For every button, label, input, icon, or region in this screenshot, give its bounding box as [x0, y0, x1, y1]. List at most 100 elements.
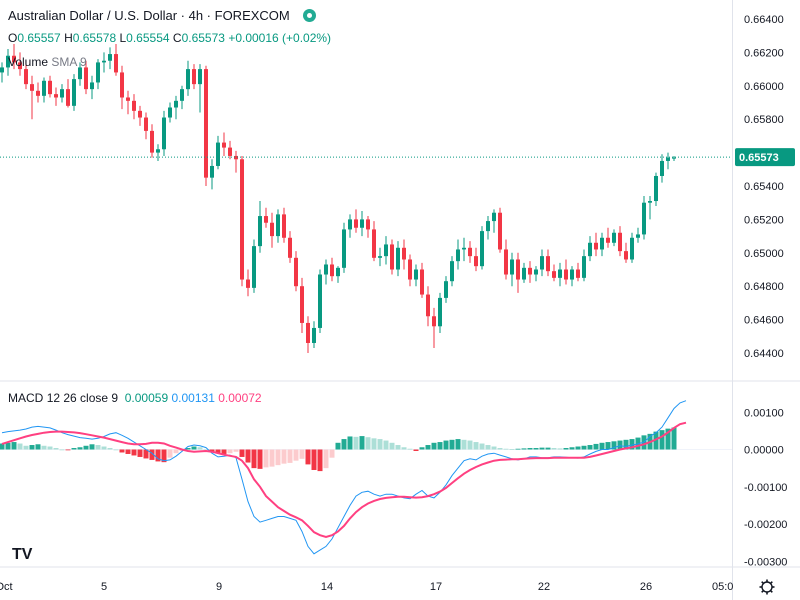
candle [522, 262, 526, 283]
candle-body [270, 222, 274, 237]
macd-histogram-bar [365, 437, 371, 450]
candle-body [342, 229, 346, 268]
macd-histogram-bar [149, 449, 155, 460]
candle [342, 222, 346, 273]
macd-histogram-bar [251, 449, 257, 469]
macd-histogram-bar [623, 439, 629, 450]
candle [564, 259, 568, 285]
candle [186, 60, 190, 96]
candle-body [564, 269, 568, 280]
macd-tick-label: 0.00000 [744, 445, 784, 457]
candle [282, 207, 286, 243]
candle [162, 110, 166, 156]
ohlc-low-value: 0.65554 [126, 31, 170, 45]
candle [78, 62, 82, 86]
candle [72, 74, 76, 111]
candle [330, 257, 334, 282]
last-price-badge[interactable] [735, 148, 795, 167]
symbol-title[interactable]: Australian Dollar / U.S. Dollar · 4h · F… [8, 8, 290, 23]
candle-body [216, 142, 220, 166]
macd-histogram-bar [575, 446, 581, 450]
candle-body [660, 160, 664, 176]
price-tick-label: 0.66200 [744, 47, 784, 59]
volume-legend[interactable]: Volume SMA 9 [8, 55, 87, 69]
macd-histogram-bar [671, 427, 677, 450]
candle-body [282, 214, 286, 238]
candle [468, 241, 472, 263]
macd-histogram-bar [419, 447, 425, 450]
macd-histogram-bar [77, 447, 83, 450]
candle-body [636, 234, 640, 238]
gear-tooth [761, 589, 765, 593]
macd-histogram-bar [605, 442, 611, 450]
candle [240, 155, 244, 287]
axes: 0.664000.662000.660000.658000.656000.654… [0, 14, 795, 595]
macd-histogram-bar [563, 448, 569, 450]
price-tick-label: 0.65200 [744, 214, 784, 226]
macd-histogram-bar [503, 448, 509, 450]
candle [276, 209, 280, 243]
macd-histogram-bar [137, 449, 143, 457]
macd-histogram-bar [263, 449, 269, 468]
macd-histogram-bar [311, 449, 317, 470]
macd-histogram-bar [359, 436, 365, 450]
macd-histogram-bar [617, 440, 623, 450]
macd-histogram-bar [23, 445, 29, 450]
price-tick-label: 0.65000 [744, 248, 784, 260]
candle [672, 155, 676, 161]
candle-body [108, 54, 112, 61]
candle [414, 264, 418, 287]
macd-histogram-bar [155, 449, 161, 462]
macd-histogram-bar [569, 447, 575, 450]
candle-body [408, 259, 412, 280]
macd-histogram-bar [323, 449, 329, 469]
candle-body [66, 89, 70, 106]
candle [210, 159, 214, 190]
macd-histogram-bar [0, 443, 5, 450]
candle-body [336, 267, 340, 277]
macd-line-value: 0.00131 [171, 391, 215, 405]
settings-gear-icon[interactable] [759, 579, 775, 595]
candle [504, 239, 508, 280]
candle [0, 62, 4, 83]
candle-body [324, 264, 328, 275]
candle-body [576, 269, 580, 278]
candle [252, 239, 256, 293]
time-tick-label: 26 [640, 581, 652, 593]
candle-body [210, 165, 214, 178]
macd-legend[interactable]: MACD 12 26 close 9 0.00059 0.00131 0.000… [8, 391, 262, 405]
macd-histogram-bar [491, 446, 497, 450]
candle-body [36, 90, 40, 96]
candle [660, 154, 664, 183]
macd-histogram-bar [119, 449, 125, 453]
macd-histogram-bar [281, 449, 287, 464]
candle [600, 232, 604, 257]
macd-histogram-bar [95, 445, 101, 450]
candle-body [666, 157, 670, 161]
macd-histogram-bar [299, 449, 305, 459]
candle-body [504, 249, 508, 275]
macd-histogram-bar [245, 449, 251, 463]
candle-body [186, 69, 190, 90]
candle [174, 95, 178, 120]
macd-histogram-bar [233, 449, 239, 452]
candle-body [432, 316, 436, 327]
candle-body [24, 69, 28, 85]
macd-histogram-bar [17, 443, 23, 450]
candle-body [0, 67, 4, 73]
candle [486, 216, 490, 240]
price-candles [0, 44, 676, 353]
candle-body [240, 159, 244, 280]
last-price-label: 0.65573 [739, 152, 779, 164]
macd-histogram-bar [287, 449, 293, 463]
market-status-icon[interactable] [303, 9, 317, 22]
candle-body [276, 214, 280, 237]
candle-body [360, 219, 364, 228]
candle [534, 266, 538, 282]
candle [12, 44, 16, 70]
candle [612, 229, 616, 247]
macd-histogram-bar [131, 449, 137, 456]
macd-histogram-bar [293, 449, 299, 461]
time-tick-label: 05:0 [712, 581, 733, 593]
